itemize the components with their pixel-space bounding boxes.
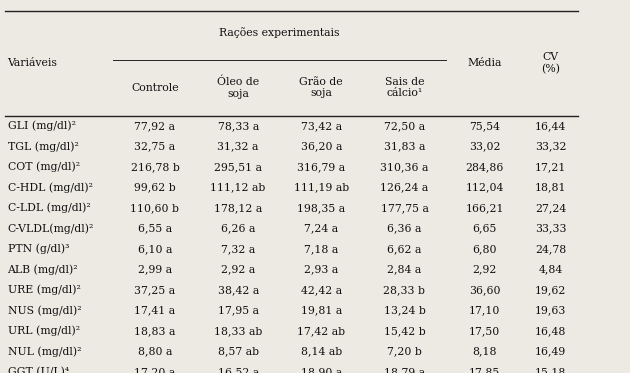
Text: 24,78: 24,78	[535, 244, 566, 254]
Text: 99,62 b: 99,62 b	[134, 182, 176, 192]
Text: 13,24 b: 13,24 b	[384, 305, 425, 316]
Text: 6,26 a: 6,26 a	[221, 223, 255, 233]
Text: 33,32: 33,32	[535, 141, 566, 151]
Text: 17,95 a: 17,95 a	[217, 305, 259, 316]
Text: 42,42 a: 42,42 a	[301, 285, 342, 295]
Text: 19,63: 19,63	[535, 305, 566, 316]
Text: 6,55 a: 6,55 a	[138, 223, 172, 233]
Text: ALB (mg/dl)²: ALB (mg/dl)²	[8, 264, 78, 275]
Text: 126,24 a: 126,24 a	[381, 182, 428, 192]
Text: 16,52 a: 16,52 a	[217, 367, 259, 373]
Text: TGL (mg/dl)²: TGL (mg/dl)²	[8, 141, 78, 152]
Text: 2,92: 2,92	[472, 264, 496, 275]
Text: 75,54: 75,54	[469, 121, 500, 131]
Text: 8,18: 8,18	[472, 347, 496, 357]
Text: 37,25 a: 37,25 a	[134, 285, 176, 295]
Text: 28,33 b: 28,33 b	[384, 285, 425, 295]
Text: 2,99 a: 2,99 a	[138, 264, 172, 275]
Text: C-HDL (mg/dl)²: C-HDL (mg/dl)²	[8, 182, 93, 193]
Text: 6,65: 6,65	[472, 223, 496, 233]
Text: 73,42 a: 73,42 a	[301, 121, 342, 131]
Text: 36,60: 36,60	[469, 285, 500, 295]
Text: 38,42 a: 38,42 a	[217, 285, 259, 295]
Text: 7,18 a: 7,18 a	[304, 244, 338, 254]
Text: 284,86: 284,86	[466, 162, 503, 172]
Text: 32,75 a: 32,75 a	[134, 141, 176, 151]
Text: 6,80: 6,80	[472, 244, 496, 254]
Text: 72,50 a: 72,50 a	[384, 121, 425, 131]
Text: 17,42 ab: 17,42 ab	[297, 326, 345, 336]
Text: CV
(%): CV (%)	[541, 53, 560, 74]
Text: 15,42 b: 15,42 b	[384, 326, 425, 336]
Text: 17,50: 17,50	[469, 326, 500, 336]
Text: Sais de
cálcio¹: Sais de cálcio¹	[385, 77, 424, 98]
Text: 18,83 a: 18,83 a	[134, 326, 176, 336]
Text: 16,49: 16,49	[535, 347, 566, 357]
Text: 17,10: 17,10	[469, 305, 500, 316]
Text: 2,84 a: 2,84 a	[387, 264, 421, 275]
Text: 295,51 a: 295,51 a	[214, 162, 262, 172]
Text: NUL (mg/dl)²: NUL (mg/dl)²	[8, 346, 81, 357]
Text: 2,92 a: 2,92 a	[221, 264, 255, 275]
Text: 16,44: 16,44	[535, 121, 566, 131]
Text: 112,04: 112,04	[466, 182, 503, 192]
Text: 7,24 a: 7,24 a	[304, 223, 338, 233]
Text: 78,33 a: 78,33 a	[217, 121, 259, 131]
Text: 8,57 ab: 8,57 ab	[217, 347, 259, 357]
Text: 18,81: 18,81	[535, 182, 566, 192]
Text: 16,48: 16,48	[535, 326, 566, 336]
Text: 7,20 b: 7,20 b	[387, 347, 422, 357]
Text: 77,92 a: 77,92 a	[134, 121, 176, 131]
Text: Grão de
soja: Grão de soja	[299, 77, 343, 98]
Text: 17,20 a: 17,20 a	[134, 367, 176, 373]
Text: GLI (mg/dl)²: GLI (mg/dl)²	[8, 120, 76, 131]
Text: 6,10 a: 6,10 a	[138, 244, 172, 254]
Text: 19,62: 19,62	[535, 285, 566, 295]
Text: NUS (mg/dl)²: NUS (mg/dl)²	[8, 305, 81, 316]
Text: URE (mg/dl)²: URE (mg/dl)²	[8, 285, 81, 295]
Text: 178,12 a: 178,12 a	[214, 203, 262, 213]
Text: 17,41 a: 17,41 a	[134, 305, 176, 316]
Text: URL (mg/dl)²: URL (mg/dl)²	[8, 326, 79, 336]
Text: 198,35 a: 198,35 a	[297, 203, 345, 213]
Text: 33,02: 33,02	[469, 141, 500, 151]
Text: 31,32 a: 31,32 a	[217, 141, 259, 151]
Text: GGT (U/L)⁴: GGT (U/L)⁴	[8, 367, 69, 373]
Text: Óleo de
soja: Óleo de soja	[217, 76, 259, 99]
Text: 4,84: 4,84	[539, 264, 563, 275]
Text: 18,90 a: 18,90 a	[301, 367, 342, 373]
Text: 27,24: 27,24	[535, 203, 566, 213]
Text: 19,81 a: 19,81 a	[301, 305, 342, 316]
Text: C-LDL (mg/dl)²: C-LDL (mg/dl)²	[8, 203, 90, 213]
Text: 310,36 a: 310,36 a	[381, 162, 428, 172]
Text: 111,12 ab: 111,12 ab	[210, 182, 266, 192]
Text: 17,85: 17,85	[469, 367, 500, 373]
Text: 6,36 a: 6,36 a	[387, 223, 421, 233]
Text: Média: Média	[467, 59, 501, 68]
Text: Variáveis: Variáveis	[8, 59, 57, 68]
Text: 111,19 ab: 111,19 ab	[294, 182, 349, 192]
Text: 6,62 a: 6,62 a	[387, 244, 421, 254]
Text: Rações experimentais: Rações experimentais	[219, 28, 340, 38]
Text: 7,32 a: 7,32 a	[221, 244, 255, 254]
Text: 31,83 a: 31,83 a	[384, 141, 425, 151]
Text: 8,80 a: 8,80 a	[138, 347, 172, 357]
Text: PTN (g/dl)³: PTN (g/dl)³	[8, 244, 69, 254]
Text: 17,21: 17,21	[535, 162, 566, 172]
Text: COT (mg/dl)²: COT (mg/dl)²	[8, 162, 79, 172]
Text: 36,20 a: 36,20 a	[301, 141, 342, 151]
Text: 18,79 a: 18,79 a	[384, 367, 425, 373]
Text: 110,60 b: 110,60 b	[130, 203, 180, 213]
Text: 2,93 a: 2,93 a	[304, 264, 338, 275]
Text: 177,75 a: 177,75 a	[381, 203, 428, 213]
Text: 18,33 ab: 18,33 ab	[214, 326, 262, 336]
Text: 316,79 a: 316,79 a	[297, 162, 345, 172]
Text: 8,14 ab: 8,14 ab	[301, 347, 342, 357]
Text: 33,33: 33,33	[535, 223, 566, 233]
Text: Controle: Controle	[131, 83, 179, 93]
Text: 15,18: 15,18	[535, 367, 566, 373]
Text: 166,21: 166,21	[465, 203, 504, 213]
Text: 216,78 b: 216,78 b	[130, 162, 180, 172]
Text: C-VLDL(mg/dl)²: C-VLDL(mg/dl)²	[8, 223, 94, 234]
